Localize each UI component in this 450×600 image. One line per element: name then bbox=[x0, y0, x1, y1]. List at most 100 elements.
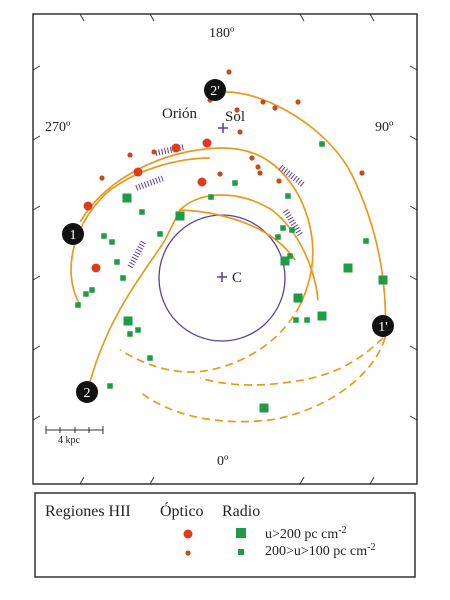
arm-1-prime bbox=[179, 209, 296, 261]
angle-label-right: 90º bbox=[375, 120, 394, 135]
optical-hii-small bbox=[260, 99, 266, 105]
angle-label-bottom: 0º bbox=[217, 454, 229, 469]
radio-hii-small bbox=[304, 317, 310, 323]
frame-tick bbox=[32, 415, 41, 421]
radio-hii-small bbox=[109, 239, 115, 245]
angle-label-top: 180º bbox=[209, 26, 235, 41]
radio-hii-small bbox=[319, 141, 325, 147]
optical-hii-large bbox=[202, 138, 212, 148]
frame-tick bbox=[32, 65, 41, 71]
scale-label: 4 kpc bbox=[58, 435, 81, 446]
radio-hii-large bbox=[123, 316, 133, 326]
arm-1-dashed bbox=[119, 304, 301, 373]
frame-tick bbox=[409, 275, 418, 281]
optical-hii-small bbox=[151, 149, 157, 155]
optical-hii-small bbox=[217, 171, 223, 177]
spiral-arms bbox=[70, 91, 387, 423]
radio-hii-small bbox=[275, 234, 281, 240]
frame-tick bbox=[32, 345, 41, 351]
legend-optical-header: Óptico bbox=[160, 501, 204, 520]
frame-ticks bbox=[32, 13, 418, 485]
radio-hii-small bbox=[120, 275, 126, 281]
radio-hii-large bbox=[280, 256, 290, 266]
radio-hii-large bbox=[293, 293, 303, 303]
arm-outer-left bbox=[70, 157, 211, 306]
frame-tick bbox=[79, 13, 85, 22]
frame-tick bbox=[369, 13, 375, 22]
radio-hii-small bbox=[135, 327, 141, 333]
radio-hii-small bbox=[83, 291, 89, 297]
arm-2-inner bbox=[271, 209, 319, 301]
optical-hii-small bbox=[257, 170, 263, 176]
radio-hii-small bbox=[363, 238, 369, 244]
frame-tick bbox=[299, 13, 305, 22]
radio-hii-small bbox=[75, 302, 81, 308]
radio-hii-small bbox=[285, 193, 291, 199]
optical-hii-large bbox=[133, 167, 143, 177]
arm-badge-2-prime: 2' bbox=[204, 79, 226, 101]
legend-title: Regiones HII bbox=[45, 503, 131, 520]
arm-badge-2: 2 bbox=[76, 381, 98, 403]
arm-2 bbox=[89, 194, 273, 383]
angle-label-left: 270º bbox=[45, 120, 71, 135]
legend-optical-small-marker bbox=[185, 550, 191, 556]
optical-hii-large bbox=[91, 263, 101, 273]
radio-hii-large bbox=[122, 193, 132, 203]
optical-hii-small bbox=[226, 69, 232, 75]
legend-row-high: u>200 pc cm-2 bbox=[265, 525, 347, 542]
frame-tick bbox=[409, 135, 418, 141]
frame-tick bbox=[299, 476, 305, 485]
radio-hii-large bbox=[259, 403, 269, 413]
radio-hii-small bbox=[157, 231, 163, 237]
optical-hii-large bbox=[197, 177, 207, 187]
legend-optical-large-marker bbox=[183, 529, 193, 539]
radio-hii-small bbox=[101, 233, 107, 239]
optical-hii-small bbox=[99, 175, 105, 181]
frame-tick bbox=[79, 476, 85, 485]
radio-hii-large bbox=[175, 211, 185, 221]
arm-badge-1-label: 1 bbox=[70, 228, 77, 243]
arm-badge-1: 1 bbox=[62, 223, 84, 245]
radio-hii-small bbox=[114, 259, 120, 265]
radio-hii-large bbox=[317, 311, 327, 321]
frame-tick bbox=[149, 476, 155, 485]
arm-badge-1-prime: 1' bbox=[372, 315, 394, 337]
legend-radio-header: Radio bbox=[222, 503, 260, 520]
frame-tick bbox=[409, 65, 418, 71]
arm-2-prime bbox=[225, 91, 387, 339]
frame-tick bbox=[32, 275, 41, 281]
frame-tick bbox=[32, 205, 41, 211]
arm-badge-1-prime-label: 1' bbox=[378, 320, 388, 335]
arm-1-prime-dashed bbox=[199, 337, 384, 386]
sun-label: Sol bbox=[225, 109, 245, 125]
arm-badge-2-prime-label: 2' bbox=[210, 84, 220, 99]
optical-hii-small bbox=[272, 105, 278, 111]
radio-hii-small bbox=[280, 225, 286, 231]
center-marker bbox=[217, 272, 227, 282]
optical-hii-small bbox=[295, 99, 301, 105]
arm-2-prime-dashed bbox=[139, 337, 386, 423]
radio-hii-small bbox=[232, 180, 238, 186]
optical-hii-small bbox=[237, 129, 243, 135]
radio-hii-large bbox=[343, 263, 353, 273]
legend-row-low: 200>u>100 pc cm-2 bbox=[265, 542, 375, 559]
legend-radio-small-marker bbox=[238, 549, 244, 555]
frame-tick bbox=[32, 135, 41, 141]
optical-hii-small bbox=[359, 170, 365, 176]
arm-badge-2-label: 2 bbox=[84, 386, 91, 401]
optical-hii-small bbox=[276, 178, 282, 184]
radio-hii-small bbox=[107, 383, 113, 389]
radio-hii-small bbox=[127, 331, 133, 337]
optical-hii-small bbox=[255, 164, 261, 170]
frame-tick bbox=[409, 415, 418, 421]
legend-radio-large-marker bbox=[236, 528, 246, 538]
radio-hii-small bbox=[287, 253, 293, 259]
map-frame bbox=[32, 13, 418, 485]
arm-1 bbox=[79, 147, 314, 306]
legend-box bbox=[34, 492, 416, 578]
frame-tick bbox=[409, 205, 418, 211]
radio-hii-small bbox=[289, 227, 295, 233]
radio-hii-small bbox=[139, 209, 145, 215]
hii-region-markers bbox=[75, 69, 388, 413]
